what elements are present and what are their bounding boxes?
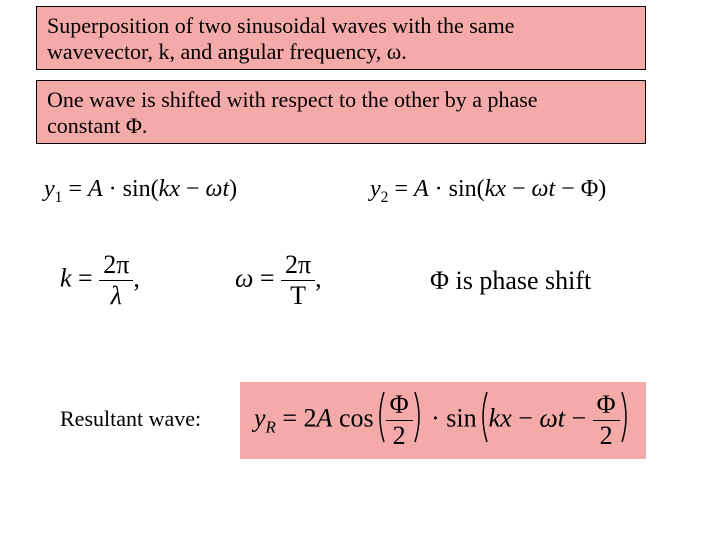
header-line1b: wavevector, k, and angular frequency, (47, 39, 387, 64)
equation-y2: y2 = A · sin(kx − ωt − Φ) (370, 176, 606, 207)
w-comma: , (315, 263, 322, 292)
phitext-rest: is phase shift (449, 266, 591, 295)
r-cos: cos (332, 403, 373, 432)
y1-eq: = (62, 176, 88, 202)
y2-close: ) (598, 176, 606, 202)
r-2: 2 (304, 403, 317, 432)
header-line2a: One wave is shifted with respect to the … (47, 87, 538, 112)
w-num: 2π (281, 250, 315, 281)
phitext-phi: Φ (430, 266, 449, 295)
y2-eq: = (388, 176, 414, 202)
y1-sin: sin( (123, 176, 159, 202)
header-box-2: One wave is shifted with respect to the … (36, 80, 646, 144)
header-period1: . (401, 39, 407, 64)
r-m1: − (512, 403, 540, 432)
y1-minus: − (180, 176, 206, 202)
y1-dot: · (103, 176, 123, 202)
y2-x: x (495, 176, 506, 202)
y2-w: ω (532, 176, 549, 202)
r-sub: R (266, 418, 276, 437)
r-A: A (317, 403, 333, 432)
w-eq: = (253, 263, 281, 292)
y2-A: A (414, 176, 429, 202)
y2-dot: · (429, 176, 449, 202)
k-eq: = (72, 263, 100, 292)
r-phi2d: 2 (593, 421, 620, 451)
equation-phi-text: Φ is phase shift (430, 266, 591, 296)
y2-k: k (485, 176, 496, 202)
equation-y1: y1 = A · sin(kx − ωt) (44, 176, 237, 207)
y2-y: y (370, 176, 381, 202)
y2-sin: sin( (449, 176, 485, 202)
y1-w: ω (206, 176, 223, 202)
r-lp2 (477, 390, 489, 451)
r-lp1 (374, 390, 386, 451)
equation-result: yR = 2A cosΦ2 · sinkx − ωt − Φ2 (254, 390, 632, 451)
k-var: k (60, 263, 72, 292)
r-y: y (254, 403, 266, 432)
k-den: λ (99, 281, 133, 311)
r-phi1d: 2 (386, 421, 413, 451)
r-m2: − (565, 403, 593, 432)
r-rp1 (413, 390, 425, 451)
y2-Phi: Φ (581, 176, 599, 202)
y2-m1: − (506, 176, 532, 202)
header-omega: ω (387, 39, 401, 64)
y1-close: ) (229, 176, 237, 202)
r-eq: = (276, 403, 304, 432)
resultant-label-text: Resultant wave: (60, 406, 201, 431)
r-sin: sin (446, 403, 476, 432)
w-var: ω (235, 263, 253, 292)
resultant-label: Resultant wave: (60, 406, 201, 432)
k-num: 2π (99, 250, 133, 281)
r-w: ω (539, 403, 557, 432)
r-dot: · (425, 403, 447, 432)
header-phi: Φ (126, 113, 142, 138)
r-phi1n: Φ (386, 390, 413, 421)
header-line1a: Superposition of two sinusoidal waves wi… (47, 13, 514, 38)
r-phi2n: Φ (593, 390, 620, 421)
equation-omega: ω = 2πT, (235, 250, 322, 311)
y1-k: k (159, 176, 170, 202)
equation-k: k = 2πλ, (60, 250, 140, 311)
header-box-1: Superposition of two sinusoidal waves wi… (36, 6, 646, 70)
result-box: yR = 2A cosΦ2 · sinkx − ωt − Φ2 (240, 382, 646, 459)
r-x: x (500, 403, 512, 432)
header-period2: . (142, 113, 148, 138)
k-comma: , (133, 263, 140, 292)
w-den: T (281, 281, 315, 311)
header-line2b: constant (47, 113, 126, 138)
y2-m2: − (555, 176, 581, 202)
r-t: t (558, 403, 565, 432)
y1-A: A (88, 176, 103, 202)
y1-y: y (44, 176, 55, 202)
r-rp2 (620, 390, 632, 451)
y1-x: x (169, 176, 180, 202)
r-k: k (489, 403, 501, 432)
